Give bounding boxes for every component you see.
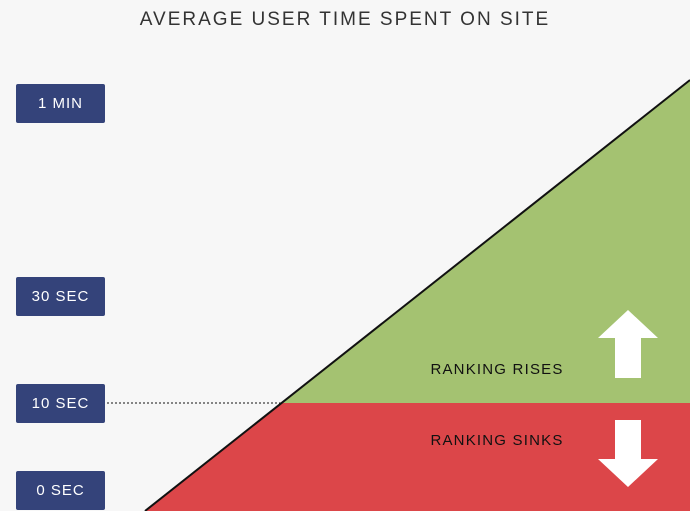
ranking-sinks-label: RANKING SINKS xyxy=(430,432,564,449)
tick-label-30-sec: 30 SEC xyxy=(16,276,105,316)
tick-label-1-min: 1 MIN xyxy=(16,83,105,123)
tick-label-10-sec: 10 SEC xyxy=(16,383,105,423)
arrow-up-icon xyxy=(598,310,658,378)
ranking-sinks-area xyxy=(145,403,690,511)
arrow-down-icon xyxy=(598,420,658,487)
tick-label-0-sec: 0 SEC xyxy=(16,470,105,510)
time-growth-line xyxy=(144,79,690,511)
ranking-rises-label: RANKING RISES xyxy=(430,361,564,378)
chart-title: AVERAGE USER TIME SPENT ON SITE xyxy=(139,9,551,30)
